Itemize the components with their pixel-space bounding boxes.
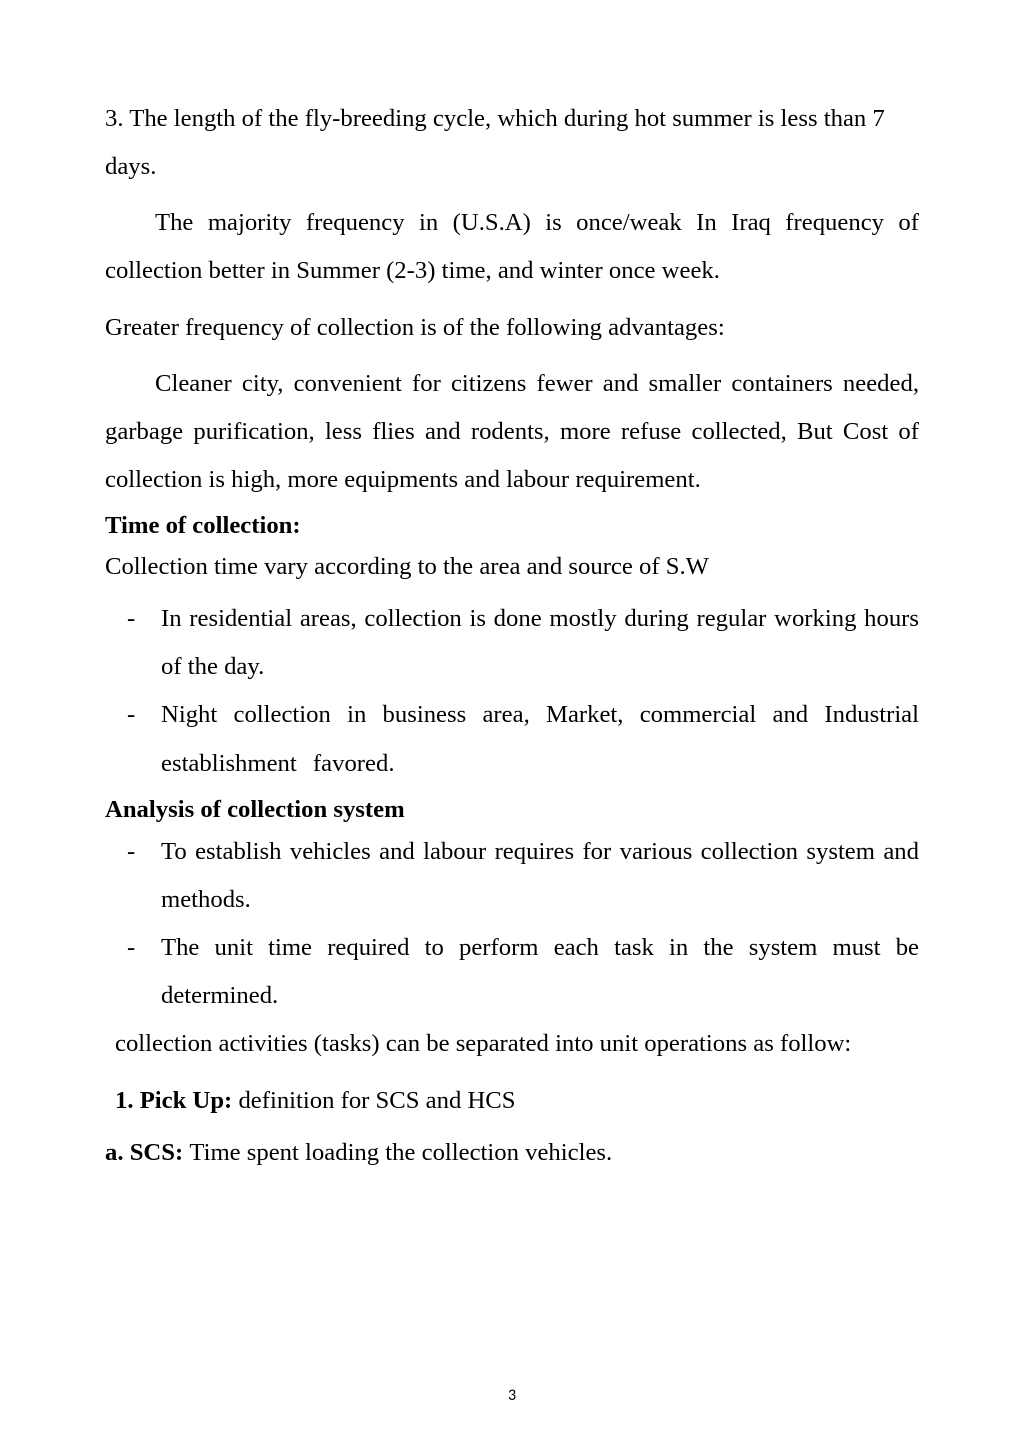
line-scs: a. SCS: Time spent loading the collectio… <box>105 1129 919 1177</box>
list-time-of-collection: In residential areas, collection is done… <box>105 595 919 788</box>
list-item: To establish vehicles and labour require… <box>105 828 919 924</box>
line-pickup: 1. Pick Up: definition for SCS and HCS <box>105 1077 919 1125</box>
text-scs: Time spent loading the collection vehicl… <box>189 1139 612 1166</box>
paragraph-collection-activities: collection activities (tasks) can be sep… <box>105 1020 919 1068</box>
list-item: Night collection in business area, Marke… <box>105 691 919 787</box>
paragraph-usa-iraq: The majority frequency in (U.S.A) is onc… <box>105 199 919 295</box>
paragraph-collection-time-vary: Collection time vary according to the ar… <box>105 544 919 591</box>
paragraph-flybreeding: 3. The length of the fly-breeding cycle,… <box>105 95 919 191</box>
label-scs: a. SCS: <box>105 1139 189 1166</box>
page-number: 3 <box>0 1386 1024 1405</box>
paragraph-advantages-list: Cleaner city, convenient for citizens fe… <box>105 360 919 504</box>
label-pickup: 1. Pick Up: <box>115 1087 238 1114</box>
list-item: In residential areas, collection is done… <box>105 595 919 691</box>
paragraph-advantages-intro: Greater frequency of collection is of th… <box>105 304 919 352</box>
list-analysis: To establish vehicles and labour require… <box>105 828 919 1021</box>
heading-analysis-collection-system: Analysis of collection system <box>105 796 919 824</box>
heading-time-of-collection: Time of collection: <box>105 512 919 540</box>
list-item: The unit time required to perform each t… <box>105 924 919 1020</box>
text-pickup: definition for SCS and HCS <box>238 1087 515 1114</box>
